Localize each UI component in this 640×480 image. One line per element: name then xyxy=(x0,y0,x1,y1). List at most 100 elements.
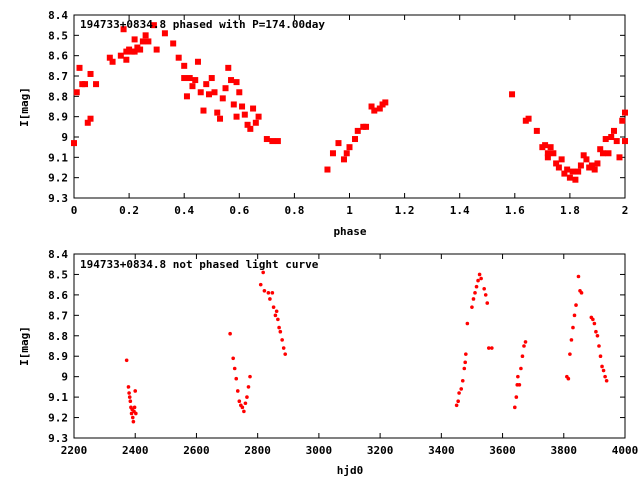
data-point xyxy=(588,162,595,169)
y-tick-label: 9 xyxy=(61,131,68,144)
axis-ticks xyxy=(73,253,626,439)
data-point xyxy=(208,75,215,82)
data-point xyxy=(271,305,276,309)
data-point xyxy=(124,358,129,363)
y-axis-label: I[mag] xyxy=(18,87,31,127)
data-point xyxy=(479,276,483,281)
data-point xyxy=(376,105,383,112)
data-point xyxy=(225,64,232,71)
data-point xyxy=(211,89,218,96)
y-tick-label: 9 xyxy=(61,371,68,384)
data-point xyxy=(520,354,525,359)
x-tick-label: 3600 xyxy=(489,444,516,457)
data-point xyxy=(575,168,582,175)
data-point xyxy=(214,109,221,116)
data-point xyxy=(485,301,490,305)
data-point xyxy=(571,325,575,330)
data-point xyxy=(547,144,554,151)
data-point xyxy=(263,136,270,143)
data-points xyxy=(124,270,609,424)
y-tick-label: 9.1 xyxy=(48,151,68,164)
data-point xyxy=(346,144,353,151)
data-point xyxy=(126,385,131,389)
data-point xyxy=(343,150,350,157)
data-point xyxy=(577,162,584,169)
data-point xyxy=(525,115,532,122)
data-point xyxy=(276,317,280,322)
y-tick-label: 8.8 xyxy=(48,330,68,343)
data-point xyxy=(280,338,284,342)
data-point xyxy=(602,136,609,143)
data-point xyxy=(200,107,207,114)
data-point xyxy=(246,385,251,389)
data-point xyxy=(130,415,135,420)
data-point xyxy=(572,176,579,183)
data-point xyxy=(544,150,551,157)
data-point xyxy=(194,58,201,65)
x-tick-label: 2 xyxy=(622,204,629,217)
data-point xyxy=(240,405,245,410)
y-tick-label: 9.1 xyxy=(48,391,68,404)
data-point xyxy=(233,79,240,86)
y-tick-label: 8.9 xyxy=(48,111,68,124)
data-point xyxy=(340,156,347,163)
x-tick-label: 0.4 xyxy=(174,204,194,217)
y-tick-label: 9.3 xyxy=(48,432,68,445)
data-point xyxy=(569,338,574,342)
y-tick-label: 8.5 xyxy=(48,268,68,281)
data-point xyxy=(594,329,598,334)
data-point xyxy=(189,83,196,90)
data-point xyxy=(561,170,568,177)
data-point xyxy=(550,150,557,157)
data-point xyxy=(568,352,572,356)
data-point xyxy=(622,109,628,116)
data-point xyxy=(368,103,375,110)
x-tick-label: 4000 xyxy=(612,444,639,457)
data-point xyxy=(522,344,526,348)
data-point xyxy=(460,378,465,383)
data-point xyxy=(600,364,604,369)
data-point xyxy=(150,22,157,29)
x-tick-labels: 2200 2400 2600 2800 3000 3200 3400 3600 3800 4000 xyxy=(61,444,639,457)
data-point xyxy=(230,101,237,108)
data-point xyxy=(237,399,242,404)
data-point xyxy=(456,399,460,404)
data-point xyxy=(622,138,628,145)
data-point xyxy=(324,166,331,173)
data-point xyxy=(516,374,520,379)
data-point xyxy=(613,138,620,145)
data-point xyxy=(354,127,361,134)
data-point xyxy=(128,399,133,404)
data-point xyxy=(131,36,138,43)
x-tick-labels: 0 0.2 0.4 0.6 0.8 1 1.2 1.4 1.6 1.8 2 xyxy=(71,204,629,217)
data-point xyxy=(129,411,134,416)
data-point xyxy=(564,166,571,173)
y-tick-label: 8.4 xyxy=(48,9,68,22)
data-point xyxy=(109,58,116,65)
chart-title: 194733+0834.8 phased with P=174.00day xyxy=(80,18,325,31)
data-point xyxy=(457,391,461,395)
data-point xyxy=(268,297,272,301)
data-point xyxy=(132,405,137,410)
y-axis-label: I[mag] xyxy=(18,326,31,366)
data-point xyxy=(616,154,623,161)
data-point xyxy=(553,160,560,167)
data-point xyxy=(131,48,138,55)
data-point xyxy=(192,77,199,84)
y-tick-label: 8.9 xyxy=(48,350,68,363)
y-tick-label: 8.7 xyxy=(48,70,68,83)
data-point xyxy=(222,85,229,92)
data-point xyxy=(509,91,516,98)
data-point xyxy=(117,52,124,59)
data-point xyxy=(123,56,130,63)
data-point xyxy=(513,405,517,410)
data-point xyxy=(127,395,132,399)
data-point xyxy=(181,75,188,82)
data-point xyxy=(244,121,251,128)
data-point xyxy=(463,360,468,365)
data-point xyxy=(219,95,226,102)
data-point xyxy=(239,103,246,110)
x-tick-label: 1.8 xyxy=(560,204,580,217)
data-point xyxy=(127,391,131,395)
